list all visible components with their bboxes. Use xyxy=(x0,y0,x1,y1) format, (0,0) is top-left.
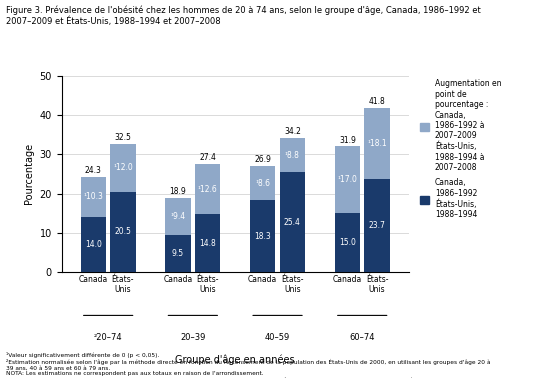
Text: 15.0: 15.0 xyxy=(339,238,356,247)
Bar xyxy=(250,166,276,200)
Text: Groupe d'âge en années: Groupe d'âge en années xyxy=(175,355,295,365)
Text: 40–59: 40–59 xyxy=(265,333,290,342)
Text: 14.8: 14.8 xyxy=(199,239,216,248)
Bar xyxy=(165,235,190,272)
Text: 25.4: 25.4 xyxy=(284,218,301,227)
Text: 9.5: 9.5 xyxy=(172,249,184,258)
Text: 60–74: 60–74 xyxy=(349,333,375,342)
Text: 18.3: 18.3 xyxy=(254,232,271,241)
Bar xyxy=(365,179,390,272)
Text: ¹12.6: ¹12.6 xyxy=(198,185,217,194)
Text: 14.0: 14.0 xyxy=(85,240,102,249)
Text: 32.5: 32.5 xyxy=(115,133,132,143)
Text: 20.5: 20.5 xyxy=(115,227,132,236)
Text: 20–39: 20–39 xyxy=(180,333,206,342)
Text: 34.2: 34.2 xyxy=(284,127,301,136)
Text: ¹18.1: ¹18.1 xyxy=(367,139,387,148)
Bar xyxy=(165,198,190,235)
Y-axis label: Pourcentage: Pourcentage xyxy=(24,143,34,204)
Text: ¹17.0: ¹17.0 xyxy=(338,175,357,184)
Text: 31.9: 31.9 xyxy=(339,136,356,145)
Text: 26.9: 26.9 xyxy=(254,155,271,164)
Text: ²20–74: ²20–74 xyxy=(94,333,123,342)
Bar xyxy=(81,217,106,272)
Bar xyxy=(280,172,305,272)
Bar xyxy=(280,138,305,172)
Bar xyxy=(335,146,360,213)
Bar xyxy=(110,192,136,272)
Text: Figure 3. Prévalence de l'obésité chez les hommes de 20 à 74 ans, selon le group: Figure 3. Prévalence de l'obésité chez l… xyxy=(6,6,480,26)
Bar xyxy=(335,213,360,272)
Bar xyxy=(195,214,220,272)
Text: 24.3: 24.3 xyxy=(85,166,102,175)
Bar xyxy=(365,108,390,179)
Bar xyxy=(195,164,220,214)
Bar xyxy=(81,177,106,217)
Text: ¹9.4: ¹9.4 xyxy=(170,212,185,221)
Text: ¹Valeur significativement différente de 0 (p < 0,05).
²Estimation normalisée sel: ¹Valeur significativement différente de … xyxy=(6,352,490,378)
Text: ¹8.6: ¹8.6 xyxy=(255,179,270,188)
Text: 41.8: 41.8 xyxy=(368,97,385,106)
Text: 23.7: 23.7 xyxy=(368,221,385,230)
Legend: Augmentation en
point de
pourcentage :
Canada,
1986–1992 à
2007–2009
États-Unis,: Augmentation en point de pourcentage : C… xyxy=(419,79,501,219)
Bar xyxy=(110,144,136,192)
Text: ¹10.3: ¹10.3 xyxy=(83,192,103,201)
Bar xyxy=(250,200,276,272)
Text: 18.9: 18.9 xyxy=(170,187,186,196)
Text: ¹8.8: ¹8.8 xyxy=(285,150,300,160)
Text: ¹12.0: ¹12.0 xyxy=(113,163,133,172)
Text: 27.4: 27.4 xyxy=(199,153,216,163)
